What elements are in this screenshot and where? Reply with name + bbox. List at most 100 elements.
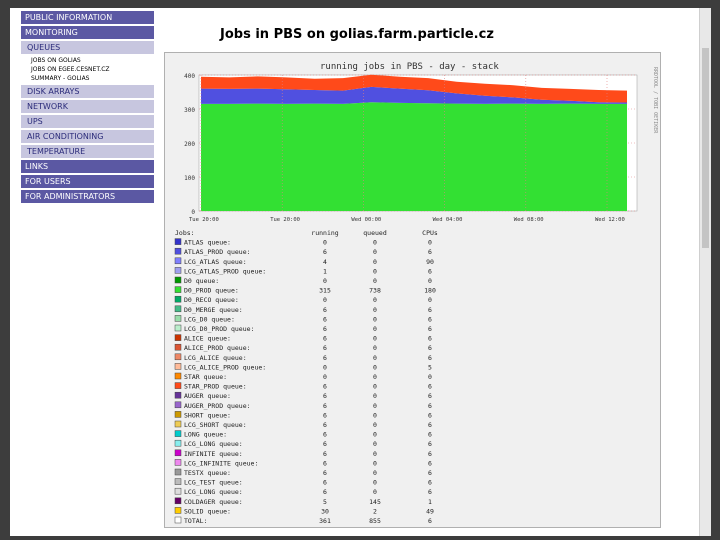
page-title: Jobs in PBS on golias.farm.particle.cz bbox=[220, 27, 494, 42]
legend-row-queued: 0 bbox=[373, 488, 377, 496]
y-tick-label: 400 bbox=[184, 73, 195, 80]
x-tick-label: Wed 12:00 bbox=[595, 217, 625, 223]
legend-row-name: AUGER_PROD queue: bbox=[184, 402, 251, 410]
legend-row-running: 6 bbox=[323, 306, 327, 314]
legend-row-name: D0 queue: bbox=[184, 277, 219, 285]
x-tick-label: Wed 08:00 bbox=[514, 217, 544, 223]
legend-row-name: ALICE queue: bbox=[184, 335, 231, 343]
legend-row-queued: 0 bbox=[373, 450, 377, 458]
sidebar-nav: PUBLIC INFORMATION MONITORING QUEUES JOBS O… bbox=[21, 11, 154, 205]
vertical-scrollbar[interactable] bbox=[699, 8, 711, 536]
legend-swatch bbox=[174, 353, 182, 361]
legend-row-name: ALICE_PROD queue: bbox=[184, 344, 251, 352]
legend-row-cpus: 6 bbox=[428, 488, 432, 496]
legend-row-queued: 0 bbox=[373, 354, 377, 362]
legend-swatch bbox=[174, 459, 182, 466]
table-header-2: queued bbox=[363, 229, 387, 237]
sidebar-item-jobs-on-golias[interactable]: JOBS ON GOLIAS bbox=[21, 56, 154, 65]
sidebar-item-air-conditioning[interactable]: AIR CONDITIONING bbox=[21, 130, 154, 143]
sidebar-item-summary-golias[interactable]: SUMMARY - GOLIAS bbox=[21, 74, 154, 83]
legend-row-cpus: 6 bbox=[428, 248, 432, 256]
legend-swatch bbox=[174, 507, 182, 514]
table-header-0: Jobs: bbox=[175, 229, 195, 237]
y-tick-label: 0 bbox=[191, 209, 195, 216]
series-area-atlas-prod bbox=[201, 86, 627, 104]
legend-swatch bbox=[174, 247, 182, 255]
legend-row-cpus: 6 bbox=[428, 459, 432, 467]
sidebar-item-for-administrators[interactable]: FOR ADMINISTRATORS bbox=[21, 190, 154, 203]
legend-row-cpus: 6 bbox=[428, 517, 432, 525]
legend-row-queued: 0 bbox=[373, 459, 377, 467]
legend-row-name: STAR_PROD queue: bbox=[184, 383, 247, 391]
legend-swatch bbox=[174, 391, 182, 399]
legend-swatch bbox=[174, 238, 182, 245]
legend-row-name: LCG_SHORT queue: bbox=[184, 421, 247, 429]
legend-row-running: 0 bbox=[323, 239, 327, 247]
legend-row-queued: 0 bbox=[373, 267, 377, 275]
sidebar-item-monitoring[interactable]: MONITORING bbox=[21, 26, 154, 39]
sidebar-item-ups[interactable]: UPS bbox=[21, 115, 154, 128]
legend-row-cpus: 90 bbox=[426, 258, 434, 266]
legend-row-running: 0 bbox=[323, 296, 327, 304]
legend-row-running: 6 bbox=[323, 440, 327, 448]
legend-row-queued: 0 bbox=[373, 258, 377, 266]
legend-row-cpus: 1 bbox=[428, 498, 432, 506]
legend-row-running: 6 bbox=[323, 315, 327, 323]
table-header-1: running bbox=[311, 229, 338, 237]
legend-row-running: 6 bbox=[323, 459, 327, 467]
legend-swatch bbox=[174, 267, 182, 274]
sidebar-item-queues[interactable]: QUEUES bbox=[21, 41, 154, 54]
legend-row-queued: 0 bbox=[373, 344, 377, 352]
legend-row-running: 6 bbox=[323, 421, 327, 429]
legend-row-cpus: 6 bbox=[428, 450, 432, 458]
scrollbar-thumb[interactable] bbox=[702, 48, 709, 248]
legend-row-name: D0_MERGE queue: bbox=[184, 306, 243, 314]
legend-row-queued: 0 bbox=[373, 239, 377, 247]
pbs-jobs-chart: running jobs in PBS - day - stack RRDTOOL… bbox=[174, 62, 658, 525]
legend-row-running: 361 bbox=[319, 517, 331, 525]
legend-row-running: 6 bbox=[323, 488, 327, 496]
legend-row-queued: 0 bbox=[373, 469, 377, 477]
legend-row-cpus: 6 bbox=[428, 344, 432, 352]
legend-row-queued: 0 bbox=[373, 296, 377, 304]
sidebar-item-for-users[interactable]: FOR USERS bbox=[21, 175, 154, 188]
legend-row-name: LCG_TEST queue: bbox=[184, 479, 243, 487]
y-tick-label: 200 bbox=[184, 141, 195, 148]
x-tick-label: Tue 20:00 bbox=[189, 217, 219, 223]
legend-row-cpus: 6 bbox=[428, 411, 432, 419]
sidebar-item-links[interactable]: LINKS bbox=[21, 160, 154, 173]
legend-swatch bbox=[174, 449, 182, 457]
legend-swatch bbox=[174, 487, 182, 495]
legend-row-running: 0 bbox=[323, 373, 327, 381]
legend-swatch bbox=[174, 363, 182, 370]
legend-row-running: 6 bbox=[323, 383, 327, 391]
legend-swatch bbox=[174, 286, 182, 293]
legend-row-running: 6 bbox=[323, 354, 327, 362]
legend-row-cpus: 180 bbox=[424, 287, 436, 295]
legend-row-name: LCG_LONG queue: bbox=[184, 488, 243, 496]
legend-swatch bbox=[174, 411, 182, 418]
sidebar-item-jobs-on-egee-cesnet-cz[interactable]: JOBS ON EGEE.CESNET.CZ bbox=[21, 65, 154, 74]
legend-row-queued: 145 bbox=[369, 498, 381, 506]
legend-row-cpus: 6 bbox=[428, 354, 432, 362]
legend-row-queued: 0 bbox=[373, 335, 377, 343]
legend-row-name: INFINITE queue: bbox=[184, 450, 243, 458]
legend-row-name: LCG_D0 queue: bbox=[184, 315, 235, 323]
legend-row-name: SOLID queue: bbox=[184, 507, 231, 515]
legend-row-queued: 738 bbox=[369, 287, 381, 295]
legend-row-running: 5 bbox=[323, 498, 327, 506]
legend-row-queued: 0 bbox=[373, 315, 377, 323]
sidebar-item-disk-arrays[interactable]: DISK ARRAYS bbox=[21, 85, 154, 98]
sidebar-item-network[interactable]: NETWORK bbox=[21, 100, 154, 113]
y-tick-label: 100 bbox=[184, 175, 195, 182]
legend-row-running: 1 bbox=[323, 267, 327, 275]
legend-row-running: 6 bbox=[323, 325, 327, 333]
sidebar-item-public-information[interactable]: PUBLIC INFORMATION bbox=[21, 11, 154, 24]
legend-row-cpus: 6 bbox=[428, 421, 432, 429]
legend-row-name: COLDAGER queue: bbox=[184, 498, 243, 506]
legend-swatch bbox=[174, 420, 182, 428]
sidebar-item-temperature[interactable]: TEMPERATURE bbox=[21, 145, 154, 158]
legend-row-running: 6 bbox=[323, 335, 327, 343]
x-tick-label: Tue 20:00 bbox=[270, 217, 300, 223]
series-area-star-prod bbox=[201, 74, 627, 103]
